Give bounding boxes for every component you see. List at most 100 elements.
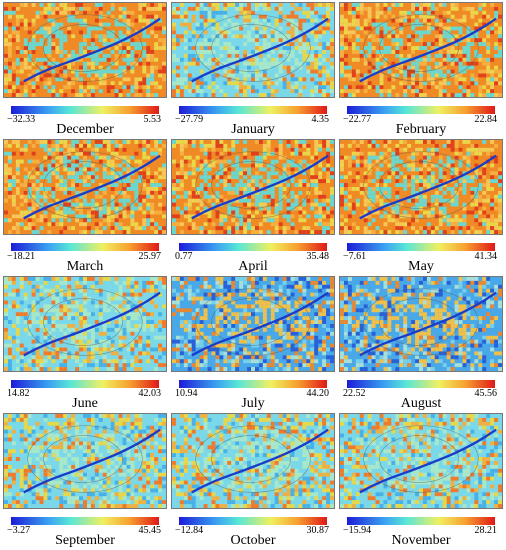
map-cell bbox=[434, 65, 439, 70]
map-cell bbox=[51, 288, 56, 293]
map-cell bbox=[375, 22, 380, 27]
map-cell bbox=[403, 171, 408, 176]
map-cell bbox=[302, 296, 307, 301]
map-cell bbox=[59, 304, 64, 309]
map-cell bbox=[286, 300, 291, 305]
map-cell bbox=[110, 85, 115, 90]
map-cell bbox=[454, 50, 459, 54]
map-cell bbox=[258, 155, 263, 160]
map-cell bbox=[90, 210, 95, 215]
map-cell bbox=[403, 147, 408, 152]
map-cell bbox=[322, 65, 327, 70]
map-cell bbox=[114, 210, 119, 215]
map-cell bbox=[270, 3, 275, 7]
map-cell bbox=[183, 194, 188, 199]
map-cell bbox=[39, 320, 44, 324]
map-cell bbox=[274, 73, 279, 78]
map-cell bbox=[175, 34, 180, 39]
map-cell bbox=[262, 77, 267, 82]
map-cell bbox=[347, 159, 352, 164]
map-cell bbox=[158, 292, 163, 297]
map-cell bbox=[227, 42, 232, 47]
map-cell bbox=[478, 46, 483, 50]
map-cell bbox=[290, 222, 295, 227]
map-cell bbox=[7, 320, 12, 324]
map-cell bbox=[90, 46, 95, 50]
map-cell bbox=[94, 190, 99, 195]
map-cell bbox=[340, 202, 344, 207]
map-cell bbox=[4, 10, 8, 15]
map-cell bbox=[138, 206, 143, 211]
map-cell bbox=[434, 46, 439, 50]
map-cell bbox=[399, 230, 404, 234]
map-cell bbox=[243, 155, 248, 160]
map-cell bbox=[239, 85, 244, 90]
map-cell bbox=[94, 151, 99, 156]
map-cell bbox=[474, 50, 479, 54]
map-cell bbox=[207, 167, 212, 172]
map-cell bbox=[55, 284, 60, 289]
map-cell bbox=[399, 42, 404, 47]
map-cell bbox=[419, 171, 423, 176]
map-cell bbox=[322, 214, 327, 219]
map-cell bbox=[11, 26, 16, 31]
map-cell bbox=[387, 147, 392, 152]
map-cell bbox=[407, 214, 412, 219]
map-cell bbox=[15, 38, 20, 43]
map-cell bbox=[266, 22, 271, 27]
map-cell bbox=[458, 18, 463, 23]
map-cell bbox=[227, 18, 232, 23]
map-cell bbox=[106, 34, 111, 39]
map-cell bbox=[470, 81, 475, 86]
map-cell bbox=[187, 335, 192, 340]
map-cell bbox=[294, 198, 299, 203]
map-cell bbox=[422, 61, 427, 66]
map-cell bbox=[67, 30, 72, 35]
map-cell bbox=[326, 14, 331, 19]
map-cell bbox=[371, 143, 376, 148]
map-cell bbox=[314, 304, 319, 309]
map-cell bbox=[298, 280, 303, 285]
map-cell bbox=[199, 300, 204, 305]
map-cell bbox=[106, 42, 111, 47]
map-cell bbox=[90, 179, 95, 184]
map-cell bbox=[187, 26, 192, 31]
map-cell bbox=[235, 214, 240, 219]
map-cell bbox=[314, 61, 319, 66]
map-cell bbox=[474, 77, 479, 82]
map-cell bbox=[35, 42, 40, 47]
map-cell bbox=[106, 171, 111, 176]
map-cell bbox=[183, 171, 188, 176]
map-cell bbox=[106, 308, 111, 313]
panel-july: 10.94 44.20 July bbox=[171, 276, 335, 413]
map-cell bbox=[199, 81, 204, 86]
map-cell bbox=[27, 292, 32, 297]
map-cell bbox=[191, 187, 196, 191]
map-cell bbox=[86, 218, 91, 223]
map-cell bbox=[482, 175, 487, 180]
map-cell bbox=[172, 140, 176, 144]
map-cell bbox=[211, 292, 216, 297]
map-cell bbox=[110, 327, 115, 332]
map-cell bbox=[11, 73, 16, 78]
map-cell bbox=[11, 202, 16, 207]
map-cell bbox=[67, 175, 72, 180]
map-cell bbox=[278, 77, 283, 82]
map-cell bbox=[7, 50, 12, 54]
map-cell bbox=[207, 218, 212, 223]
map-cell bbox=[23, 10, 28, 15]
map-cell bbox=[498, 151, 502, 156]
map-cell bbox=[15, 81, 20, 86]
map-cell bbox=[411, 187, 416, 191]
map-cell bbox=[4, 300, 8, 305]
map-cell bbox=[31, 18, 36, 23]
map-cell bbox=[411, 167, 416, 172]
scale-max: 25.97 bbox=[138, 251, 162, 262]
map-cell bbox=[243, 18, 248, 23]
map-cell bbox=[11, 140, 16, 144]
map-cell bbox=[290, 50, 295, 54]
map-cell bbox=[478, 42, 483, 47]
map-cell bbox=[199, 89, 204, 94]
map-cell bbox=[282, 187, 287, 191]
map-cell bbox=[326, 159, 331, 164]
